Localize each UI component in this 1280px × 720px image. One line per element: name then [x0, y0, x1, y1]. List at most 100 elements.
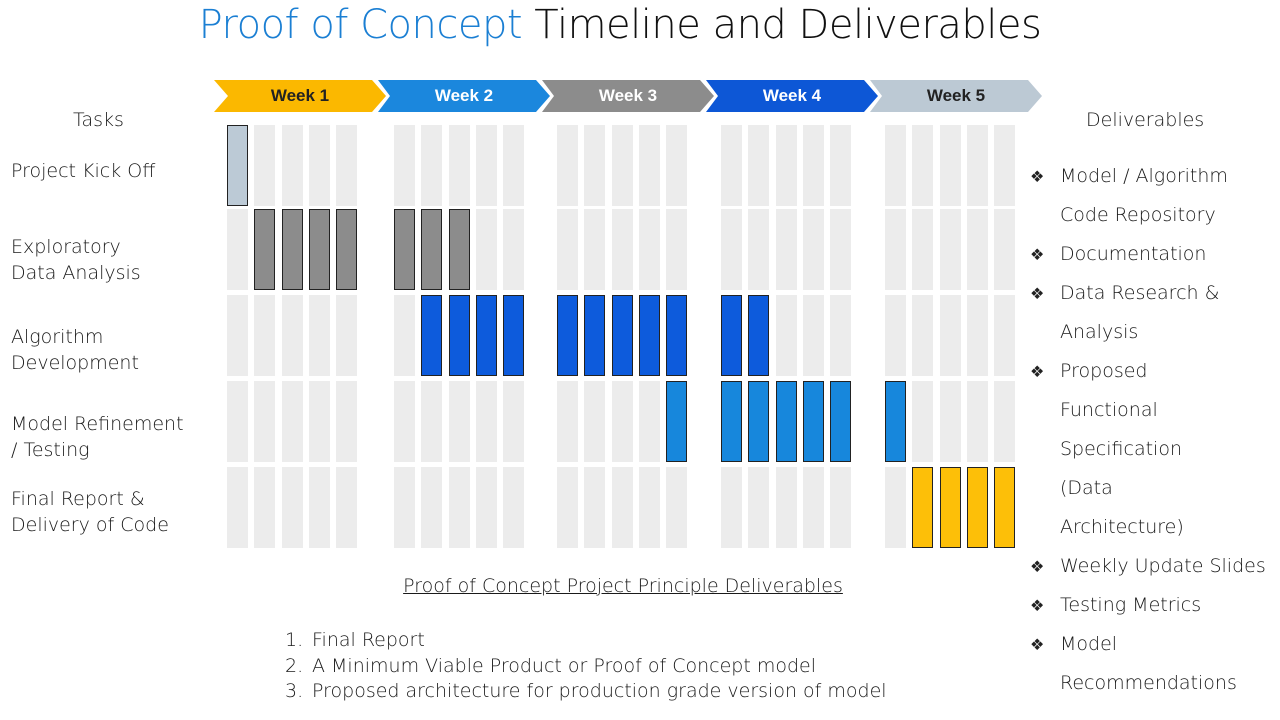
diamond-bullet-icon: ❖ [1030, 167, 1045, 186]
task-bar-day [721, 295, 742, 376]
empty-day-cell [449, 381, 470, 462]
principle-text: Proposed architecture for production gra… [312, 680, 887, 702]
task-label: Final Report & Delivery of Code [11, 488, 169, 536]
principle-item: 3. Proposed architecture for production g… [285, 679, 887, 705]
deliverable-item: ❖ Data Research & Analysis [1030, 274, 1280, 352]
diamond-bullet-icon: ❖ [1030, 245, 1045, 264]
empty-day-cell [940, 381, 961, 462]
page-title: Proof of Concept Timeline and Deliverabl… [0, 2, 1240, 48]
diamond-bullet-icon: ❖ [1030, 362, 1045, 381]
principle-deliverables-list: 1. Final Report 2. A Minimum Viable Product… [285, 628, 887, 705]
empty-day-cell [309, 125, 330, 206]
task-label: Model Refinement / Testing [11, 413, 184, 461]
chevron-arrow-shape [706, 80, 878, 112]
task-bar-day [421, 209, 442, 290]
task-bar-day [748, 295, 769, 376]
deliverable-text: Model Recommendations [1060, 633, 1237, 694]
task-bar-day [776, 381, 797, 462]
deliverable-text: Model / Algorithm Code Repository [1060, 165, 1228, 226]
week-banner-3: Week 3 [542, 80, 714, 112]
empty-day-cell [227, 467, 248, 548]
deliverable-item: ❖ Proposed Functional Specification (Data… [1030, 352, 1280, 547]
task-bar-day [912, 467, 933, 548]
week-label: Week 1 [270, 86, 330, 105]
week-label: Week 5 [926, 86, 986, 105]
deliverables-list: ❖ Model / Algorithm Code Repository ❖ Docum… [1030, 157, 1280, 703]
task-bar-day [994, 467, 1015, 548]
empty-day-cell [612, 125, 633, 206]
empty-day-cell [830, 467, 851, 548]
empty-day-cell [394, 125, 415, 206]
empty-day-cell [912, 209, 933, 290]
empty-day-cell [803, 467, 824, 548]
empty-day-cell [776, 209, 797, 290]
deliverable-item: ❖ Model / Algorithm Code Repository [1030, 157, 1280, 235]
empty-day-cell [967, 295, 988, 376]
empty-day-cell [994, 125, 1015, 206]
empty-day-cell [967, 381, 988, 462]
empty-day-cell [803, 125, 824, 206]
chevron-arrow-shape [378, 80, 550, 112]
task-bar-day [940, 467, 961, 548]
empty-day-cell [503, 467, 524, 548]
week-banner-1: Week 1 [214, 80, 386, 112]
empty-day-cell [721, 209, 742, 290]
empty-day-cell [254, 467, 275, 548]
empty-day-cell [503, 125, 524, 206]
empty-day-cell [639, 381, 660, 462]
tasks-heading: Tasks [73, 109, 124, 131]
empty-day-cell [394, 381, 415, 462]
empty-day-cell [666, 467, 687, 548]
empty-day-cell [584, 125, 605, 206]
week-label: Week 4 [762, 86, 822, 105]
deliverable-item: ❖ Documentation [1030, 235, 1280, 274]
task-bar-day [421, 295, 442, 376]
principle-item: 1. Final Report [285, 628, 887, 654]
empty-day-cell [476, 209, 497, 290]
empty-day-cell [748, 209, 769, 290]
task-bar-day [666, 295, 687, 376]
empty-day-cell [748, 467, 769, 548]
empty-day-cell [227, 381, 248, 462]
empty-day-cell [912, 125, 933, 206]
week-label: Week 2 [434, 86, 494, 105]
empty-day-cell [421, 381, 442, 462]
task-bar-day [394, 209, 415, 290]
empty-day-cell [557, 209, 578, 290]
empty-day-cell [721, 125, 742, 206]
empty-day-cell [994, 295, 1015, 376]
task-bar-day [476, 295, 497, 376]
empty-day-cell [940, 209, 961, 290]
empty-day-cell [254, 295, 275, 376]
empty-day-cell [612, 209, 633, 290]
task-bar-day [503, 295, 524, 376]
empty-day-cell [639, 209, 660, 290]
task-bar-day [557, 295, 578, 376]
title-accent: Proof of Concept [198, 2, 523, 48]
deliverable-text: Proposed Functional Specification (Data … [1060, 360, 1184, 538]
empty-day-cell [830, 295, 851, 376]
task-bar-day [666, 381, 687, 462]
empty-day-cell [336, 467, 357, 548]
chevron-arrow-shape [214, 80, 386, 112]
empty-day-cell [503, 209, 524, 290]
empty-day-cell [748, 125, 769, 206]
task-bar-day [885, 381, 906, 462]
task-bar-day [282, 209, 303, 290]
task-bar-day [721, 381, 742, 462]
empty-day-cell [885, 295, 906, 376]
empty-day-cell [612, 467, 633, 548]
deliverable-item: ❖ Weekly Update Slides [1030, 547, 1280, 586]
empty-day-cell [503, 381, 524, 462]
task-bar-day [612, 295, 633, 376]
empty-day-cell [776, 295, 797, 376]
empty-day-cell [803, 209, 824, 290]
empty-day-cell [336, 295, 357, 376]
task-bar-day [336, 209, 357, 290]
empty-day-cell [254, 381, 275, 462]
deliverables-heading: Deliverables [1086, 109, 1205, 131]
empty-day-cell [309, 381, 330, 462]
empty-day-cell [449, 467, 470, 548]
empty-day-cell [421, 467, 442, 548]
principle-item: 2. A Minimum Viable Product or Proof of C… [285, 654, 887, 680]
